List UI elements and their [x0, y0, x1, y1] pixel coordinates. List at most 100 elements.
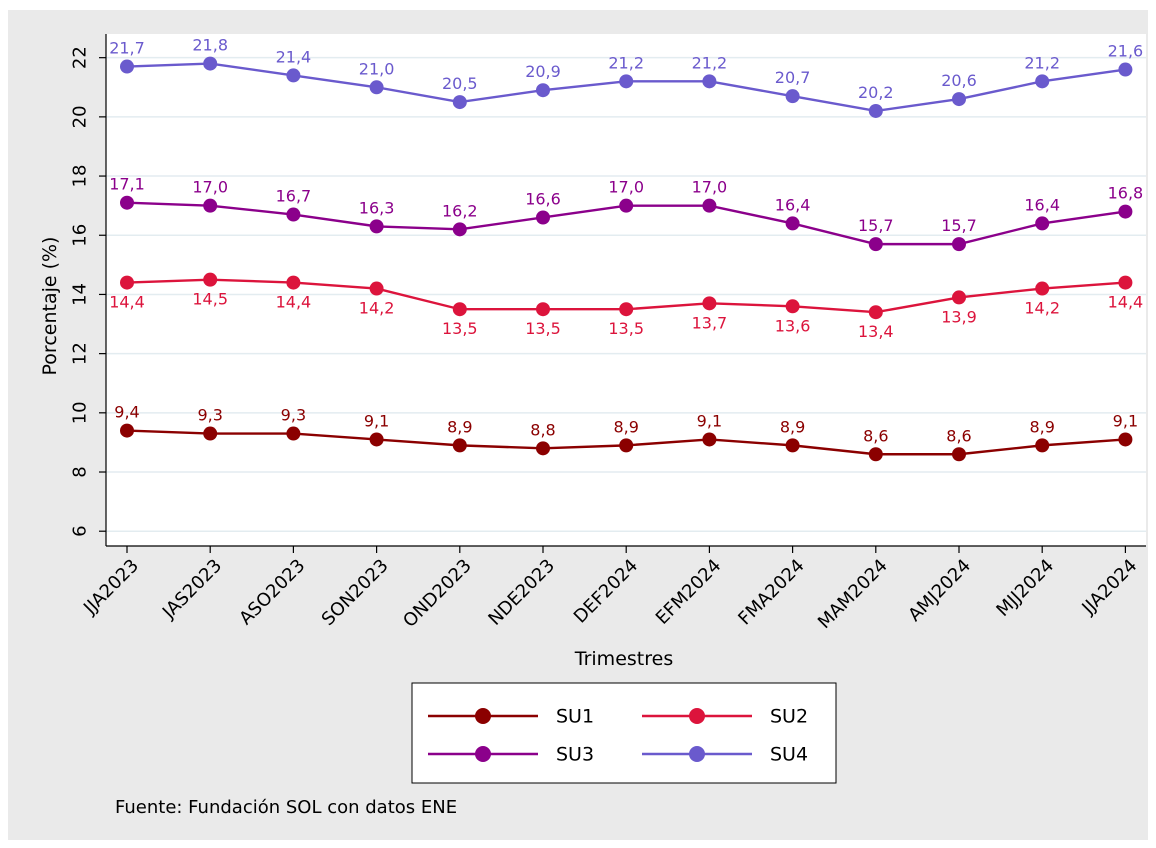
x-tick-label: FMA2024	[734, 555, 808, 629]
source-note: Fuente: Fundación SOL con datos ENE	[115, 797, 457, 818]
y-tick-label: 8	[69, 466, 90, 477]
data-point	[452, 438, 467, 453]
data-label: 21,8	[192, 36, 228, 55]
data-point	[452, 302, 467, 317]
series-su3: 17,1 17,0 16,7 16,3 16,2 16,6 17,0 17,0 16,4 15,7…	[109, 175, 1144, 252]
data-point	[1035, 281, 1050, 296]
data-point	[369, 432, 384, 447]
y-tick-label: 10	[69, 401, 90, 424]
x-tick-label: ASO2023	[235, 555, 309, 629]
data-point	[286, 275, 301, 290]
gridlines	[106, 56, 1146, 532]
data-point	[868, 447, 883, 462]
y-tick-label: 14	[69, 283, 90, 306]
data-label: 16,8	[1108, 184, 1144, 203]
data-label: 8,9	[780, 417, 805, 436]
data-point	[120, 195, 134, 210]
data-point	[286, 426, 301, 441]
data-label: 16,2	[442, 201, 478, 220]
data-point	[203, 198, 218, 213]
data-point	[203, 56, 218, 71]
data-point	[702, 432, 717, 447]
data-label: 21,2	[692, 53, 728, 72]
data-label: 13,6	[775, 316, 811, 335]
data-point	[286, 68, 301, 83]
data-label: 16,7	[276, 187, 312, 206]
data-label: 14,4	[276, 293, 312, 312]
data-label: 13,7	[692, 313, 728, 332]
data-label: 21,2	[1024, 53, 1060, 72]
x-tick-label: NDE2023	[484, 555, 559, 630]
series-su2: 14,4 14,5 14,4 14,2 13,5 13,5 13,5 13,7 13,6 13,4…	[109, 272, 1143, 341]
data-label: 14,2	[1024, 299, 1060, 318]
legend-label: SU3	[556, 744, 594, 766]
data-point	[785, 299, 800, 314]
data-point	[619, 74, 634, 89]
data-point	[868, 103, 883, 118]
legend-swatch-marker	[689, 746, 705, 762]
data-label: 8,9	[613, 417, 638, 436]
data-label: 9,3	[281, 406, 306, 425]
y-axis-title: Porcentaje (%)	[39, 237, 61, 376]
legend-label: SU2	[770, 706, 808, 728]
y-axis-ticks: 6 8 10 12 14 16 18 20 22	[69, 46, 106, 537]
data-label: 20,5	[442, 74, 478, 93]
data-label: 21,7	[109, 39, 145, 58]
data-label: 8,9	[1029, 417, 1054, 436]
y-tick-label: 16	[69, 224, 90, 247]
y-tick-label: 18	[69, 165, 90, 188]
plot-area	[106, 34, 1146, 546]
data-label: 21,0	[359, 59, 395, 78]
legend-swatch-marker	[689, 708, 705, 724]
data-label: 16,4	[775, 195, 811, 214]
data-label: 16,3	[359, 198, 395, 217]
data-label: 21,2	[608, 53, 644, 72]
data-point	[369, 219, 384, 234]
data-label: 14,2	[359, 299, 395, 318]
data-label: 13,9	[941, 307, 977, 326]
chart-frame: 9,4 9,3 9,3 9,1 8,9 8,8 8,9 9,1 8,9 8,6 8,6 8,9 9,1 1…	[8, 10, 1148, 840]
y-tick-label: 6	[69, 525, 90, 536]
x-tick-label: AMJ2024	[904, 555, 975, 626]
data-point	[120, 59, 134, 74]
x-tick-label: EFM2024	[652, 555, 726, 629]
data-label: 8,8	[530, 420, 555, 439]
data-point	[1035, 438, 1050, 453]
data-point	[1118, 275, 1133, 290]
x-axis-title: Trimestres	[574, 648, 673, 670]
data-point	[952, 92, 966, 107]
series-group: 9,4 9,3 9,3 9,1 8,9 8,8 8,9 9,1 8,9 8,6 8,6 8,9 9,1 1…	[109, 36, 1143, 462]
data-label: 21,4	[276, 47, 312, 66]
data-label: 13,5	[608, 319, 644, 338]
data-label: 13,5	[442, 319, 478, 338]
data-point	[203, 272, 218, 287]
legend-box	[411, 682, 837, 784]
x-tick-label: JAS2023	[158, 555, 226, 623]
data-label: 17,0	[608, 178, 644, 197]
data-point	[785, 89, 800, 104]
legend-swatch-marker	[475, 746, 491, 762]
data-label: 15,7	[941, 216, 977, 235]
data-point	[952, 447, 966, 462]
line-chart: 9,4 9,3 9,3 9,1 8,9 8,8 8,9 9,1 8,9 8,6 8,6 8,9 9,1 1…	[39, 34, 1146, 818]
data-label: 14,4	[109, 293, 145, 312]
x-tick-label: JJA2023	[79, 555, 143, 619]
data-label: 13,4	[858, 322, 894, 341]
data-label: 13,5	[525, 319, 561, 338]
data-label: 8,9	[447, 417, 472, 436]
data-point	[536, 83, 550, 98]
data-label: 20,2	[858, 83, 894, 102]
x-tick-label: MJJ2024	[992, 555, 1058, 621]
data-point	[702, 296, 717, 311]
data-point	[619, 438, 634, 453]
y-tick-label: 20	[69, 105, 90, 128]
series-su1: 9,4 9,3 9,3 9,1 8,9 8,8 8,9 9,1 8,9 8,6 8,6 8,9 9,1	[114, 403, 1138, 462]
x-axis-ticks: JJA2023 JAS2023 ASO2023 SON2023 OND2023 NDE20…	[79, 546, 1141, 633]
data-point	[868, 237, 883, 252]
data-point	[1118, 432, 1133, 447]
data-label: 9,1	[364, 411, 389, 430]
data-point	[702, 74, 717, 89]
data-label: 8,6	[863, 426, 888, 445]
data-label: 17,0	[692, 178, 728, 197]
data-label: 9,1	[697, 411, 722, 430]
